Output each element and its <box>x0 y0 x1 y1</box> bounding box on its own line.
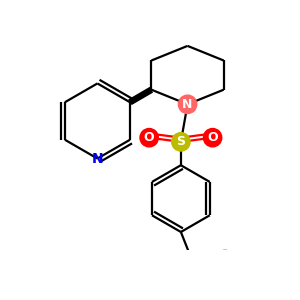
Text: O⁻: O⁻ <box>186 294 201 300</box>
Text: S: S <box>176 135 185 148</box>
Circle shape <box>172 133 190 151</box>
Circle shape <box>184 290 202 300</box>
Circle shape <box>182 253 204 274</box>
Text: O: O <box>207 131 218 144</box>
Circle shape <box>203 128 222 147</box>
Text: O: O <box>144 131 154 144</box>
Circle shape <box>140 128 158 147</box>
Text: N⁺: N⁺ <box>186 259 201 269</box>
Text: N: N <box>92 152 103 166</box>
Circle shape <box>178 95 197 113</box>
Text: O: O <box>220 253 230 266</box>
Circle shape <box>216 250 234 269</box>
Text: N: N <box>182 98 193 111</box>
